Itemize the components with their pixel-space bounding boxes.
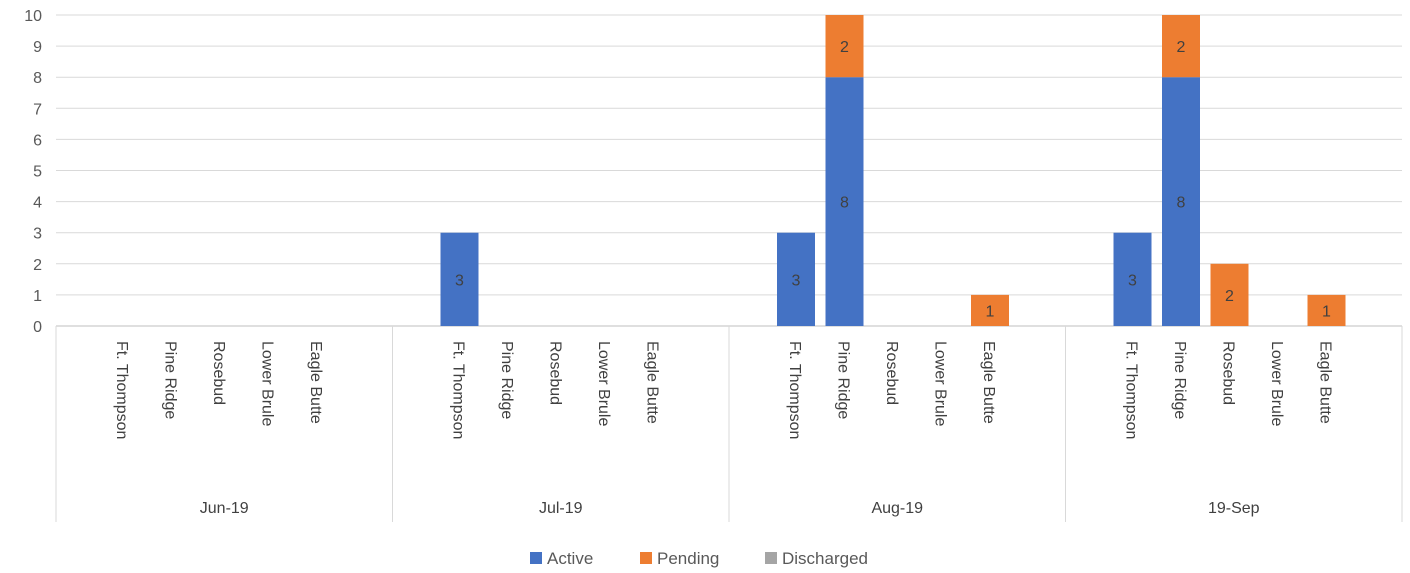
legend-swatch-pending (640, 552, 652, 564)
bar-pending-19-sep-rosebud (1210, 263, 1249, 326)
category-label: Eagle Butte (307, 341, 324, 424)
category-label: Eagle Butte (980, 341, 997, 424)
y-tick-label: 0 (33, 319, 42, 336)
category-label: Pine Ridge (162, 341, 179, 419)
data-label: 3 (792, 272, 801, 289)
category-label: Rosebud (883, 341, 900, 405)
y-tick-label: 3 (33, 226, 42, 243)
category-label: Pine Ridge (498, 341, 515, 419)
legend-label-active: Active (547, 549, 593, 568)
y-tick-label: 1 (33, 288, 42, 305)
bar-active-jul-19-ft-thompson (440, 232, 479, 326)
bar-pending-aug-19-eagle-butte (971, 294, 1009, 326)
category-label: Rosebud (547, 341, 564, 405)
category-label: Rosebud (210, 341, 227, 405)
data-labels: 3 3 8 2 1 3 8 2 2 1 (455, 39, 1331, 320)
y-tick-label: 2 (33, 257, 42, 274)
category-label: Ft. Thompson (450, 341, 467, 439)
data-label: 3 (455, 272, 464, 289)
data-label: 2 (1177, 39, 1186, 56)
y-tick-label: 6 (33, 132, 42, 149)
y-tick-label: 9 (33, 39, 42, 56)
bar-active-aug-19-pine-ridge (825, 77, 864, 326)
category-label: Rosebud (1220, 341, 1237, 405)
data-label: 1 (986, 303, 995, 320)
legend-label-pending: Pending (657, 549, 719, 568)
category-label: Eagle Butte (1317, 341, 1334, 424)
category-label: Lower Brule (932, 341, 949, 426)
category-label: Eagle Butte (644, 341, 661, 424)
data-label: 3 (1128, 272, 1137, 289)
y-axis-tick-labels: 0 1 2 3 4 5 6 7 8 9 10 (24, 8, 42, 336)
category-label: Pine Ridge (835, 341, 852, 419)
bar-pending-aug-19-pine-ridge (825, 15, 864, 78)
category-label: Ft. Thompson (113, 341, 130, 439)
gridlines (56, 14, 1402, 327)
bar-active-aug-19-ft-thompson (777, 232, 815, 326)
group-label: 19-Sep (1208, 500, 1260, 517)
y-tick-label: 8 (33, 70, 42, 87)
y-tick-label: 10 (24, 8, 42, 25)
bar-pending-19-sep-eagle-butte (1307, 294, 1346, 326)
data-label: 2 (1225, 288, 1234, 305)
bar-active-19-sep-pine-ridge (1162, 77, 1200, 326)
y-tick-label: 7 (33, 101, 42, 118)
group-label: Jun-19 (200, 500, 249, 517)
category-label: Ft. Thompson (786, 341, 803, 439)
bars (440, 15, 1346, 326)
data-label: 2 (840, 39, 849, 56)
category-label: Lower Brule (259, 341, 276, 426)
data-label: 1 (1322, 303, 1331, 320)
legend: Active Pending Discharged (530, 549, 868, 568)
category-label: Pine Ridge (1171, 341, 1188, 419)
data-label: 8 (840, 195, 849, 212)
legend-label-discharged: Discharged (782, 549, 868, 568)
y-tick-label: 4 (33, 195, 42, 212)
bar-active-19-sep-ft-thompson (1113, 232, 1152, 326)
x-axis: Ft. Thompson Pine Ridge Rosebud Lower Brule… (55, 326, 1403, 522)
legend-swatch-discharged (765, 552, 777, 564)
group-label: Aug-19 (871, 500, 923, 517)
legend-swatch-active (530, 552, 542, 564)
data-label: 8 (1177, 195, 1186, 212)
bar-pending-19-sep-pine-ridge (1162, 15, 1200, 78)
group-label: Jul-19 (539, 500, 583, 517)
y-tick-label: 5 (33, 164, 42, 181)
category-label: Lower Brule (595, 341, 612, 426)
category-label: Lower Brule (1268, 341, 1285, 426)
category-label: Ft. Thompson (1123, 341, 1140, 439)
